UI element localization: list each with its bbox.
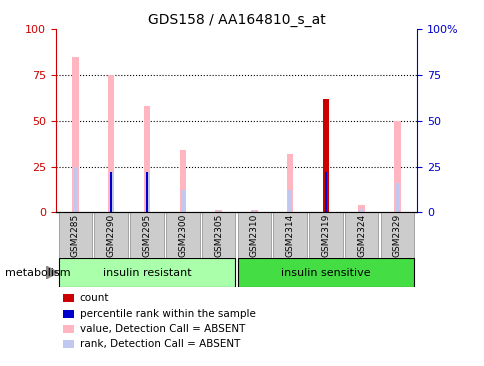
Bar	[109, 172, 113, 212]
Bar	[146, 172, 148, 212]
Bar	[322, 99, 329, 212]
Bar	[145, 172, 149, 212]
Title: GDS158 / AA164810_s_at: GDS158 / AA164810_s_at	[147, 13, 325, 27]
Text: percentile rank within the sample: percentile rank within the sample	[79, 309, 255, 319]
Bar	[252, 210, 256, 212]
Bar	[181, 190, 184, 212]
Bar	[308, 212, 342, 258]
Bar	[108, 75, 114, 212]
Bar	[380, 212, 413, 258]
Bar	[237, 212, 271, 258]
Text: value, Detection Call = ABSENT: value, Detection Call = ABSENT	[79, 324, 244, 334]
Bar	[344, 212, 378, 258]
Bar	[395, 183, 398, 212]
Text: GSM2290: GSM2290	[106, 213, 116, 257]
Bar	[94, 212, 128, 258]
Text: GSM2300: GSM2300	[178, 213, 187, 257]
Text: count: count	[79, 293, 109, 303]
Text: insulin resistant: insulin resistant	[103, 268, 191, 278]
Bar	[215, 210, 221, 212]
Bar	[143, 106, 150, 212]
Text: GSM2324: GSM2324	[356, 214, 365, 257]
Bar	[393, 121, 400, 212]
Bar	[201, 212, 235, 258]
Bar	[323, 172, 327, 212]
Bar	[59, 212, 92, 258]
Text: metabolism: metabolism	[5, 268, 70, 278]
Bar	[237, 258, 413, 287]
Bar	[287, 190, 291, 212]
Bar	[74, 167, 77, 212]
Bar	[110, 172, 112, 212]
Bar	[72, 57, 78, 212]
Bar	[251, 210, 257, 212]
Text: GSM2329: GSM2329	[392, 213, 401, 257]
Text: GSM2305: GSM2305	[213, 213, 223, 257]
Bar	[358, 205, 364, 212]
Bar	[324, 172, 326, 212]
Bar	[166, 212, 199, 258]
Text: GSM2319: GSM2319	[321, 213, 330, 257]
Text: rank, Detection Call = ABSENT: rank, Detection Call = ABSENT	[79, 339, 240, 350]
Bar	[179, 150, 185, 212]
Text: GSM2314: GSM2314	[285, 213, 294, 257]
Bar	[359, 209, 363, 212]
Polygon shape	[46, 266, 58, 279]
Text: GSM2310: GSM2310	[249, 213, 258, 257]
Bar	[287, 154, 293, 212]
Bar	[272, 212, 306, 258]
Bar	[59, 258, 235, 287]
Text: GSM2285: GSM2285	[71, 213, 80, 257]
Bar	[216, 210, 220, 212]
Text: GSM2295: GSM2295	[142, 213, 151, 257]
Text: insulin sensitive: insulin sensitive	[281, 268, 370, 278]
Bar	[130, 212, 164, 258]
